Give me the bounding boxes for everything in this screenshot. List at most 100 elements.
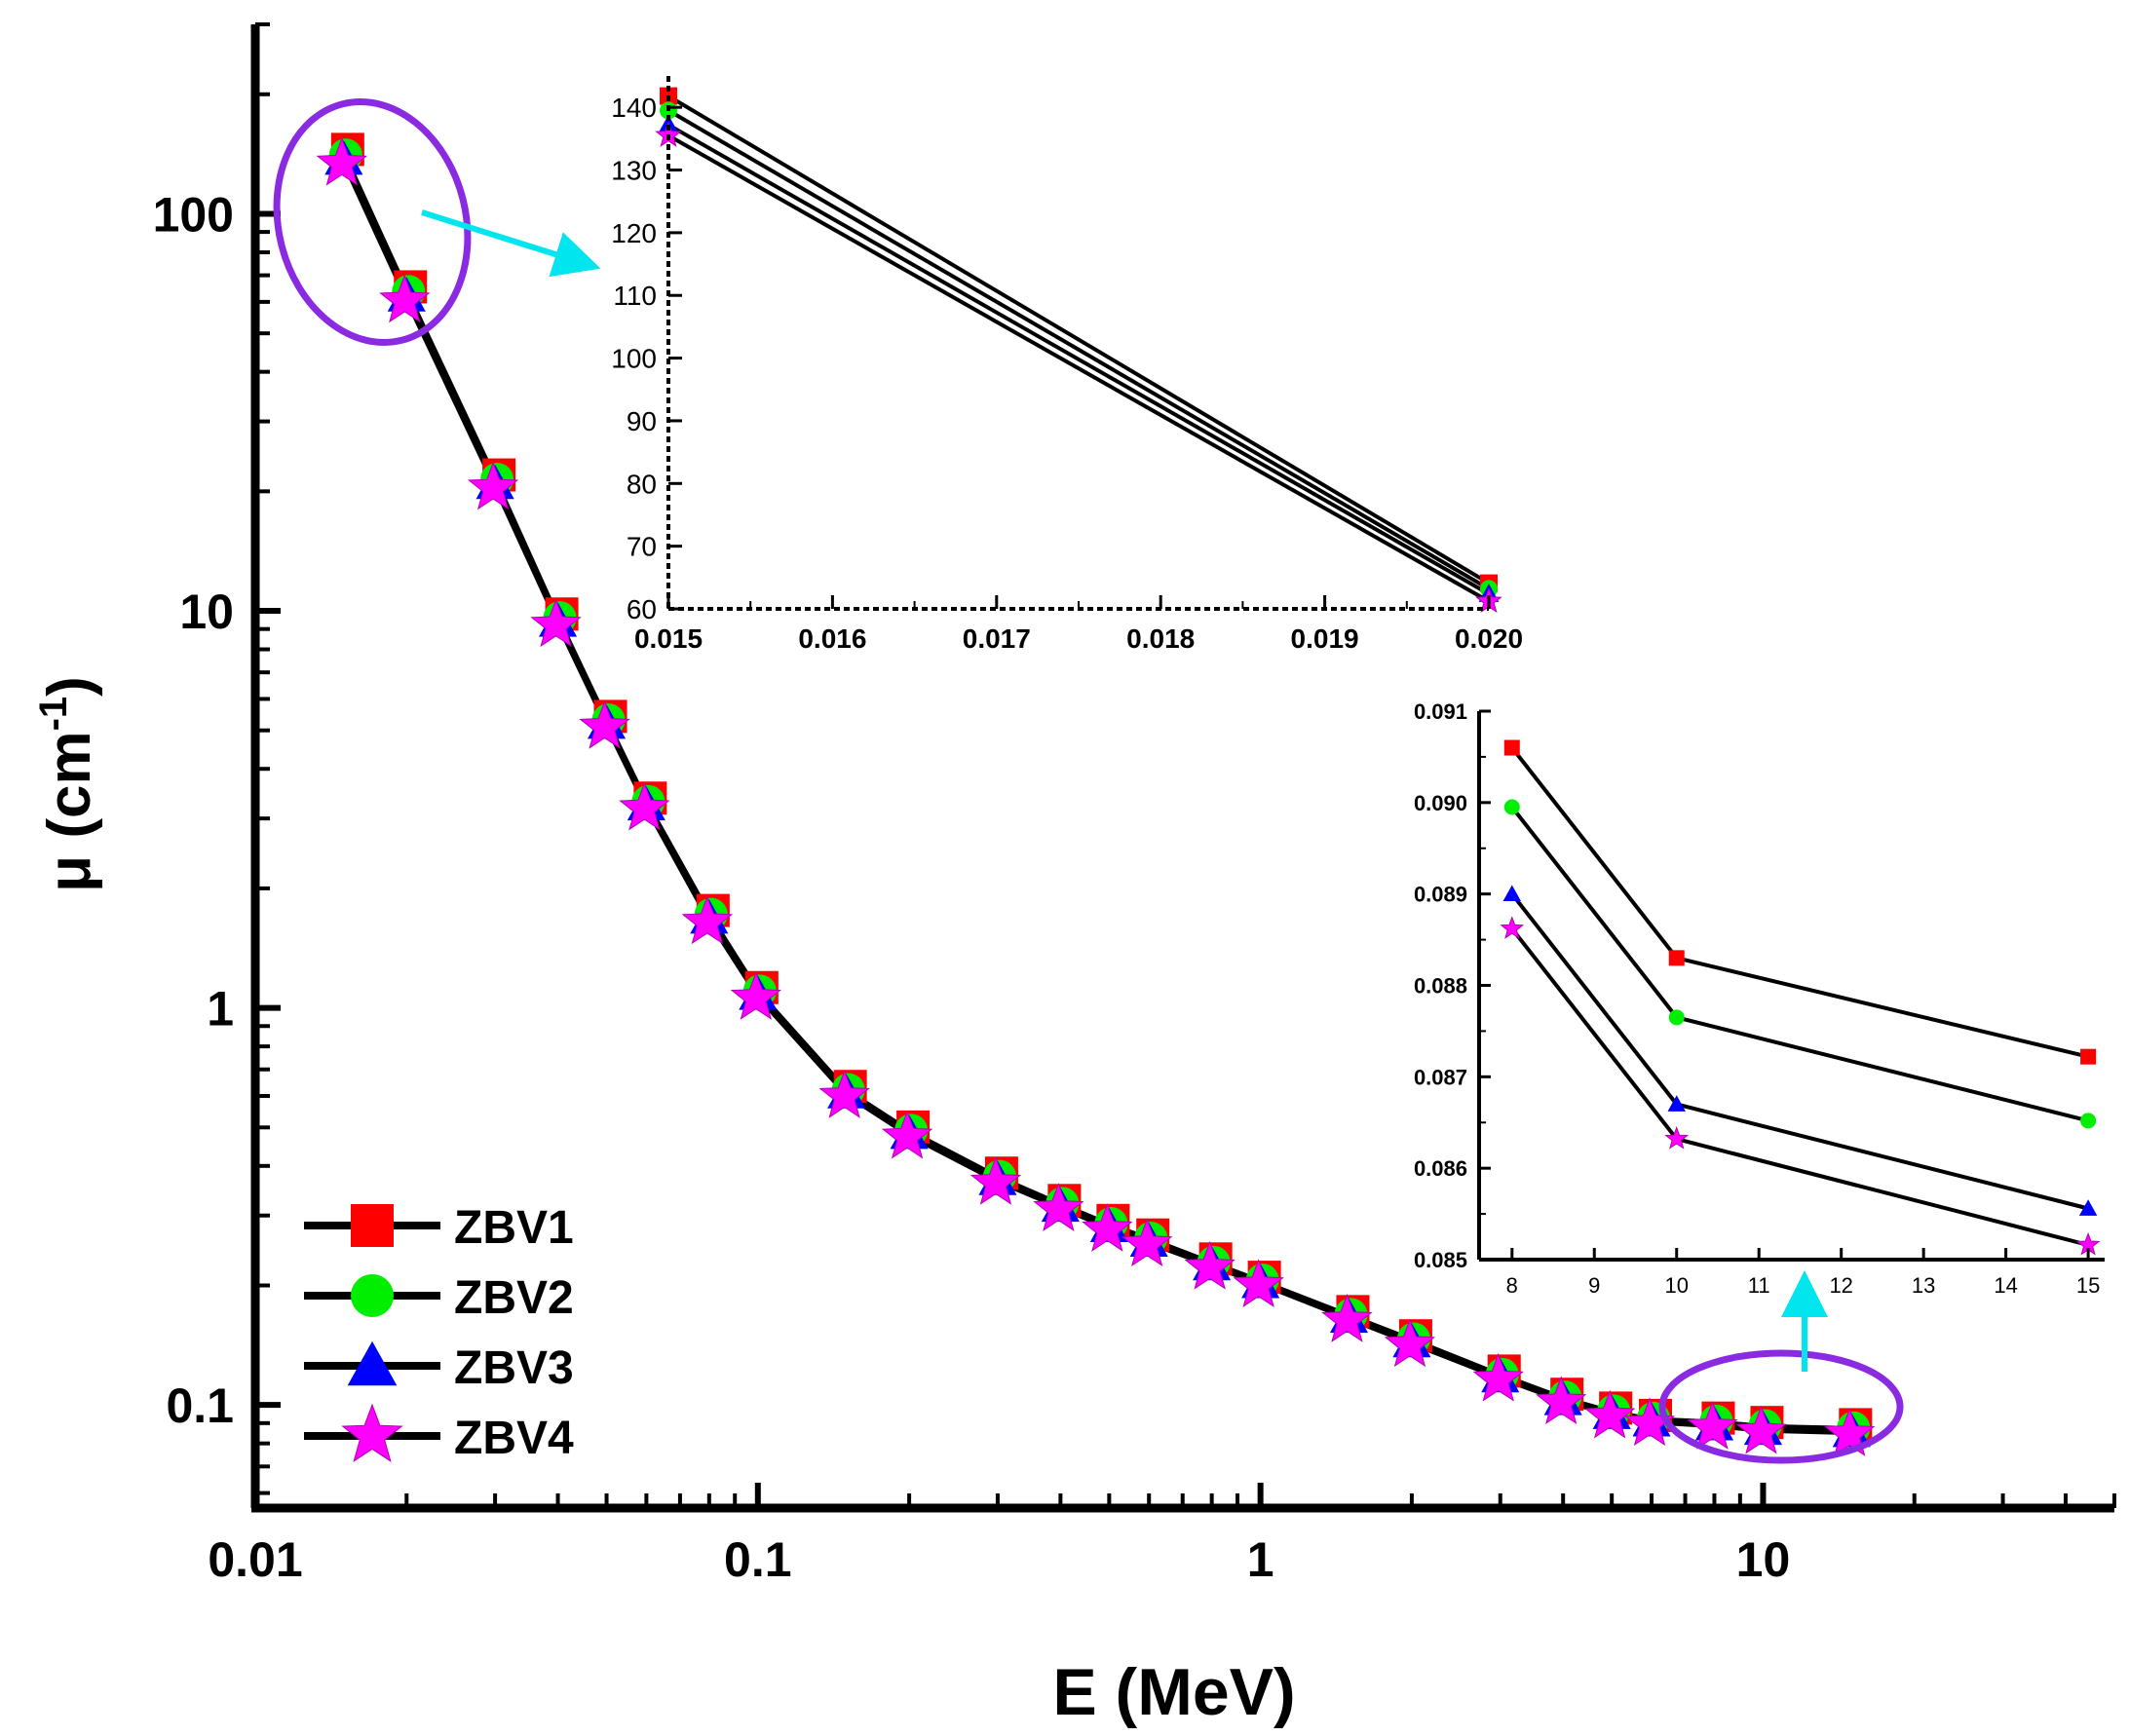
highlight-ellipse-low-energy — [273, 98, 472, 346]
data-point-zbv4 — [1536, 1376, 1587, 1425]
legend-marker-zbv1 — [351, 1204, 394, 1247]
inset-high-energy-y-tick-label: 0.091 — [1414, 699, 1467, 724]
inset-high-energy-y-tick-label: 0.088 — [1414, 974, 1467, 999]
y-axis-label-superscript: -1 — [32, 697, 75, 732]
inset-high-energy-point-zbv1 — [2080, 1048, 2097, 1065]
inset-high-energy-axes: 8 9 10 11 12 13 14 15 0.085 0.086 0.087 0.088 0.089 0… — [1414, 699, 2105, 1298]
inset-low-energy-y-tick-label: 140 — [611, 93, 657, 123]
data-point-zbv4 — [1082, 1203, 1133, 1252]
data-point-zbv4 — [1233, 1259, 1284, 1307]
inset-high-energy-series-group — [1500, 739, 2101, 1256]
x-tick-label: 1 — [1247, 1532, 1274, 1587]
x-tick-label: 0.1 — [724, 1532, 792, 1587]
y-tick-label: 0.1 — [166, 1378, 234, 1433]
inset-low-energy-x-tick-label: 0.016 — [798, 623, 866, 654]
data-point-zbv4 — [730, 971, 781, 1020]
data-point-zbv4 — [1384, 1318, 1436, 1368]
inset-low-energy-x-tick-label: 0.017 — [963, 623, 1031, 654]
inset-high-energy-y-tick-label: 0.087 — [1414, 1065, 1467, 1089]
data-point-zbv4 — [1321, 1293, 1373, 1342]
inset-high-energy-x-tick-label: 13 — [1912, 1273, 1935, 1298]
data-point-zbv4 — [379, 274, 431, 323]
legend-marker-zbv3 — [347, 1340, 398, 1386]
inset-low-energy-x-tick-label: 0.020 — [1455, 623, 1523, 654]
data-point-zbv4 — [1687, 1401, 1738, 1450]
inset-low-energy-axes: 0.015 0.016 0.017 0.018 0.019 0.020 60 70 80 90 10… — [611, 76, 1523, 654]
inset-high-energy-point-zbv2 — [2080, 1113, 2097, 1129]
y-axis-label-main: μ (cm — [36, 731, 103, 891]
inset-low-energy: 0.015 0.016 0.017 0.018 0.019 0.020 60 70 80 90 10… — [611, 76, 1523, 654]
data-point-zbv4 — [1122, 1218, 1173, 1267]
inset-low-energy-x-tick-label: 0.015 — [634, 623, 703, 654]
inset-high-energy-point-zbv3 — [2078, 1199, 2098, 1216]
inset-high-energy-y-tick-label: 0.090 — [1414, 791, 1467, 815]
inset-high-energy-point-zbv4 — [1500, 916, 1525, 939]
data-point-zbv4 — [969, 1155, 1022, 1205]
inset-high-energy-point-zbv3 — [1502, 885, 1521, 902]
data-point-zbv4 — [1735, 1405, 1787, 1454]
legend: ZBV1 ZBV2 ZBV3 ZBV4 — [304, 1202, 574, 1464]
inset-low-energy-y-tick-label: 80 — [627, 469, 657, 499]
inset-low-energy-y-tick-label: 90 — [627, 406, 657, 436]
data-point-zbv4 — [1472, 1352, 1524, 1402]
callout-annotations — [273, 98, 1904, 1464]
inset-low-energy-x-tick-label: 0.018 — [1126, 623, 1195, 654]
inset-low-energy-line-zbv3 — [667, 123, 1490, 596]
inset-low-energy-line-zbv1 — [666, 94, 1491, 585]
inset-high-energy-x-tick-label: 11 — [1748, 1273, 1770, 1298]
x-axis-label: E (MeV) — [1052, 1655, 1295, 1729]
inset-low-energy-point-zbv4 — [655, 121, 682, 147]
inset-high-energy-x-tick-label: 8 — [1506, 1273, 1518, 1298]
highlight-ellipse-high-energy — [1658, 1349, 1904, 1464]
legend-label-zbv1: ZBV1 — [454, 1202, 574, 1254]
inset-low-energy-y-tick-label: 100 — [611, 344, 657, 374]
inset-low-energy-y-tick-label: 60 — [627, 594, 657, 624]
inset-high-energy-y-tick-label: 0.085 — [1414, 1248, 1467, 1272]
legend-label-zbv4: ZBV4 — [454, 1413, 574, 1464]
inset-low-energy-y-tick-label: 120 — [611, 218, 657, 248]
inset-low-energy-line-zbv4 — [667, 133, 1490, 604]
data-point-zbv4 — [681, 895, 734, 945]
y-tick-label: 1 — [207, 982, 234, 1037]
data-point-zbv4 — [619, 781, 670, 831]
inset-low-energy-y-tick-label: 130 — [611, 156, 657, 186]
legend-label-zbv3: ZBV3 — [454, 1342, 574, 1394]
inset-high-energy-point-zbv1 — [1503, 739, 1520, 756]
main-series-group — [316, 132, 1876, 1456]
legend-label-zbv2: ZBV2 — [454, 1272, 574, 1324]
y-tick-label: 100 — [153, 187, 234, 242]
data-point-zbv4 — [818, 1070, 870, 1118]
x-tick-label: 10 — [1736, 1532, 1791, 1587]
data-point-zbv4 — [316, 136, 368, 186]
data-point-zbv4 — [1584, 1389, 1636, 1439]
inset-low-energy-y-tick-label: 70 — [627, 532, 657, 562]
inset-high-energy-x-tick-label: 12 — [1829, 1273, 1852, 1298]
y-axis-label: μ (cm-1) — [32, 676, 103, 892]
inset-high-energy-point-zbv4 — [1664, 1126, 1690, 1150]
inset-high-energy-x-tick-label: 9 — [1588, 1273, 1600, 1298]
inset-low-energy-x-tick-label: 0.019 — [1291, 623, 1359, 654]
inset-high-energy-x-tick-label: 10 — [1664, 1273, 1688, 1298]
inset-high-energy-y-tick-label: 0.089 — [1414, 883, 1467, 907]
inset-high-energy-x-tick-label: 15 — [2076, 1273, 2100, 1298]
data-point-zbv4 — [1033, 1183, 1084, 1231]
data-point-zbv4 — [1623, 1397, 1676, 1447]
inset-low-energy-series-group — [655, 87, 1502, 613]
x-tick-label: 0.01 — [208, 1532, 302, 1587]
data-point-zbv4 — [1184, 1240, 1236, 1290]
data-point-zbv4 — [467, 461, 519, 510]
inset-low-energy-y-tick-label: 110 — [613, 281, 657, 311]
inset-low-energy-line-zbv2 — [666, 108, 1491, 591]
inset-high-energy-point-zbv1 — [1668, 950, 1685, 966]
callout-arrow-low-energy — [421, 209, 601, 278]
legend-marker-zbv4 — [341, 1403, 403, 1462]
y-axis-label-close: ) — [36, 676, 103, 697]
inset-high-energy-point-zbv2 — [1503, 799, 1520, 815]
inset-high-energy-point-zbv3 — [1667, 1095, 1686, 1112]
data-point-zbv4 — [1824, 1408, 1876, 1456]
inset-high-energy-y-tick-label: 0.086 — [1414, 1156, 1467, 1181]
inset-high-energy-point-zbv2 — [1668, 1009, 1685, 1026]
